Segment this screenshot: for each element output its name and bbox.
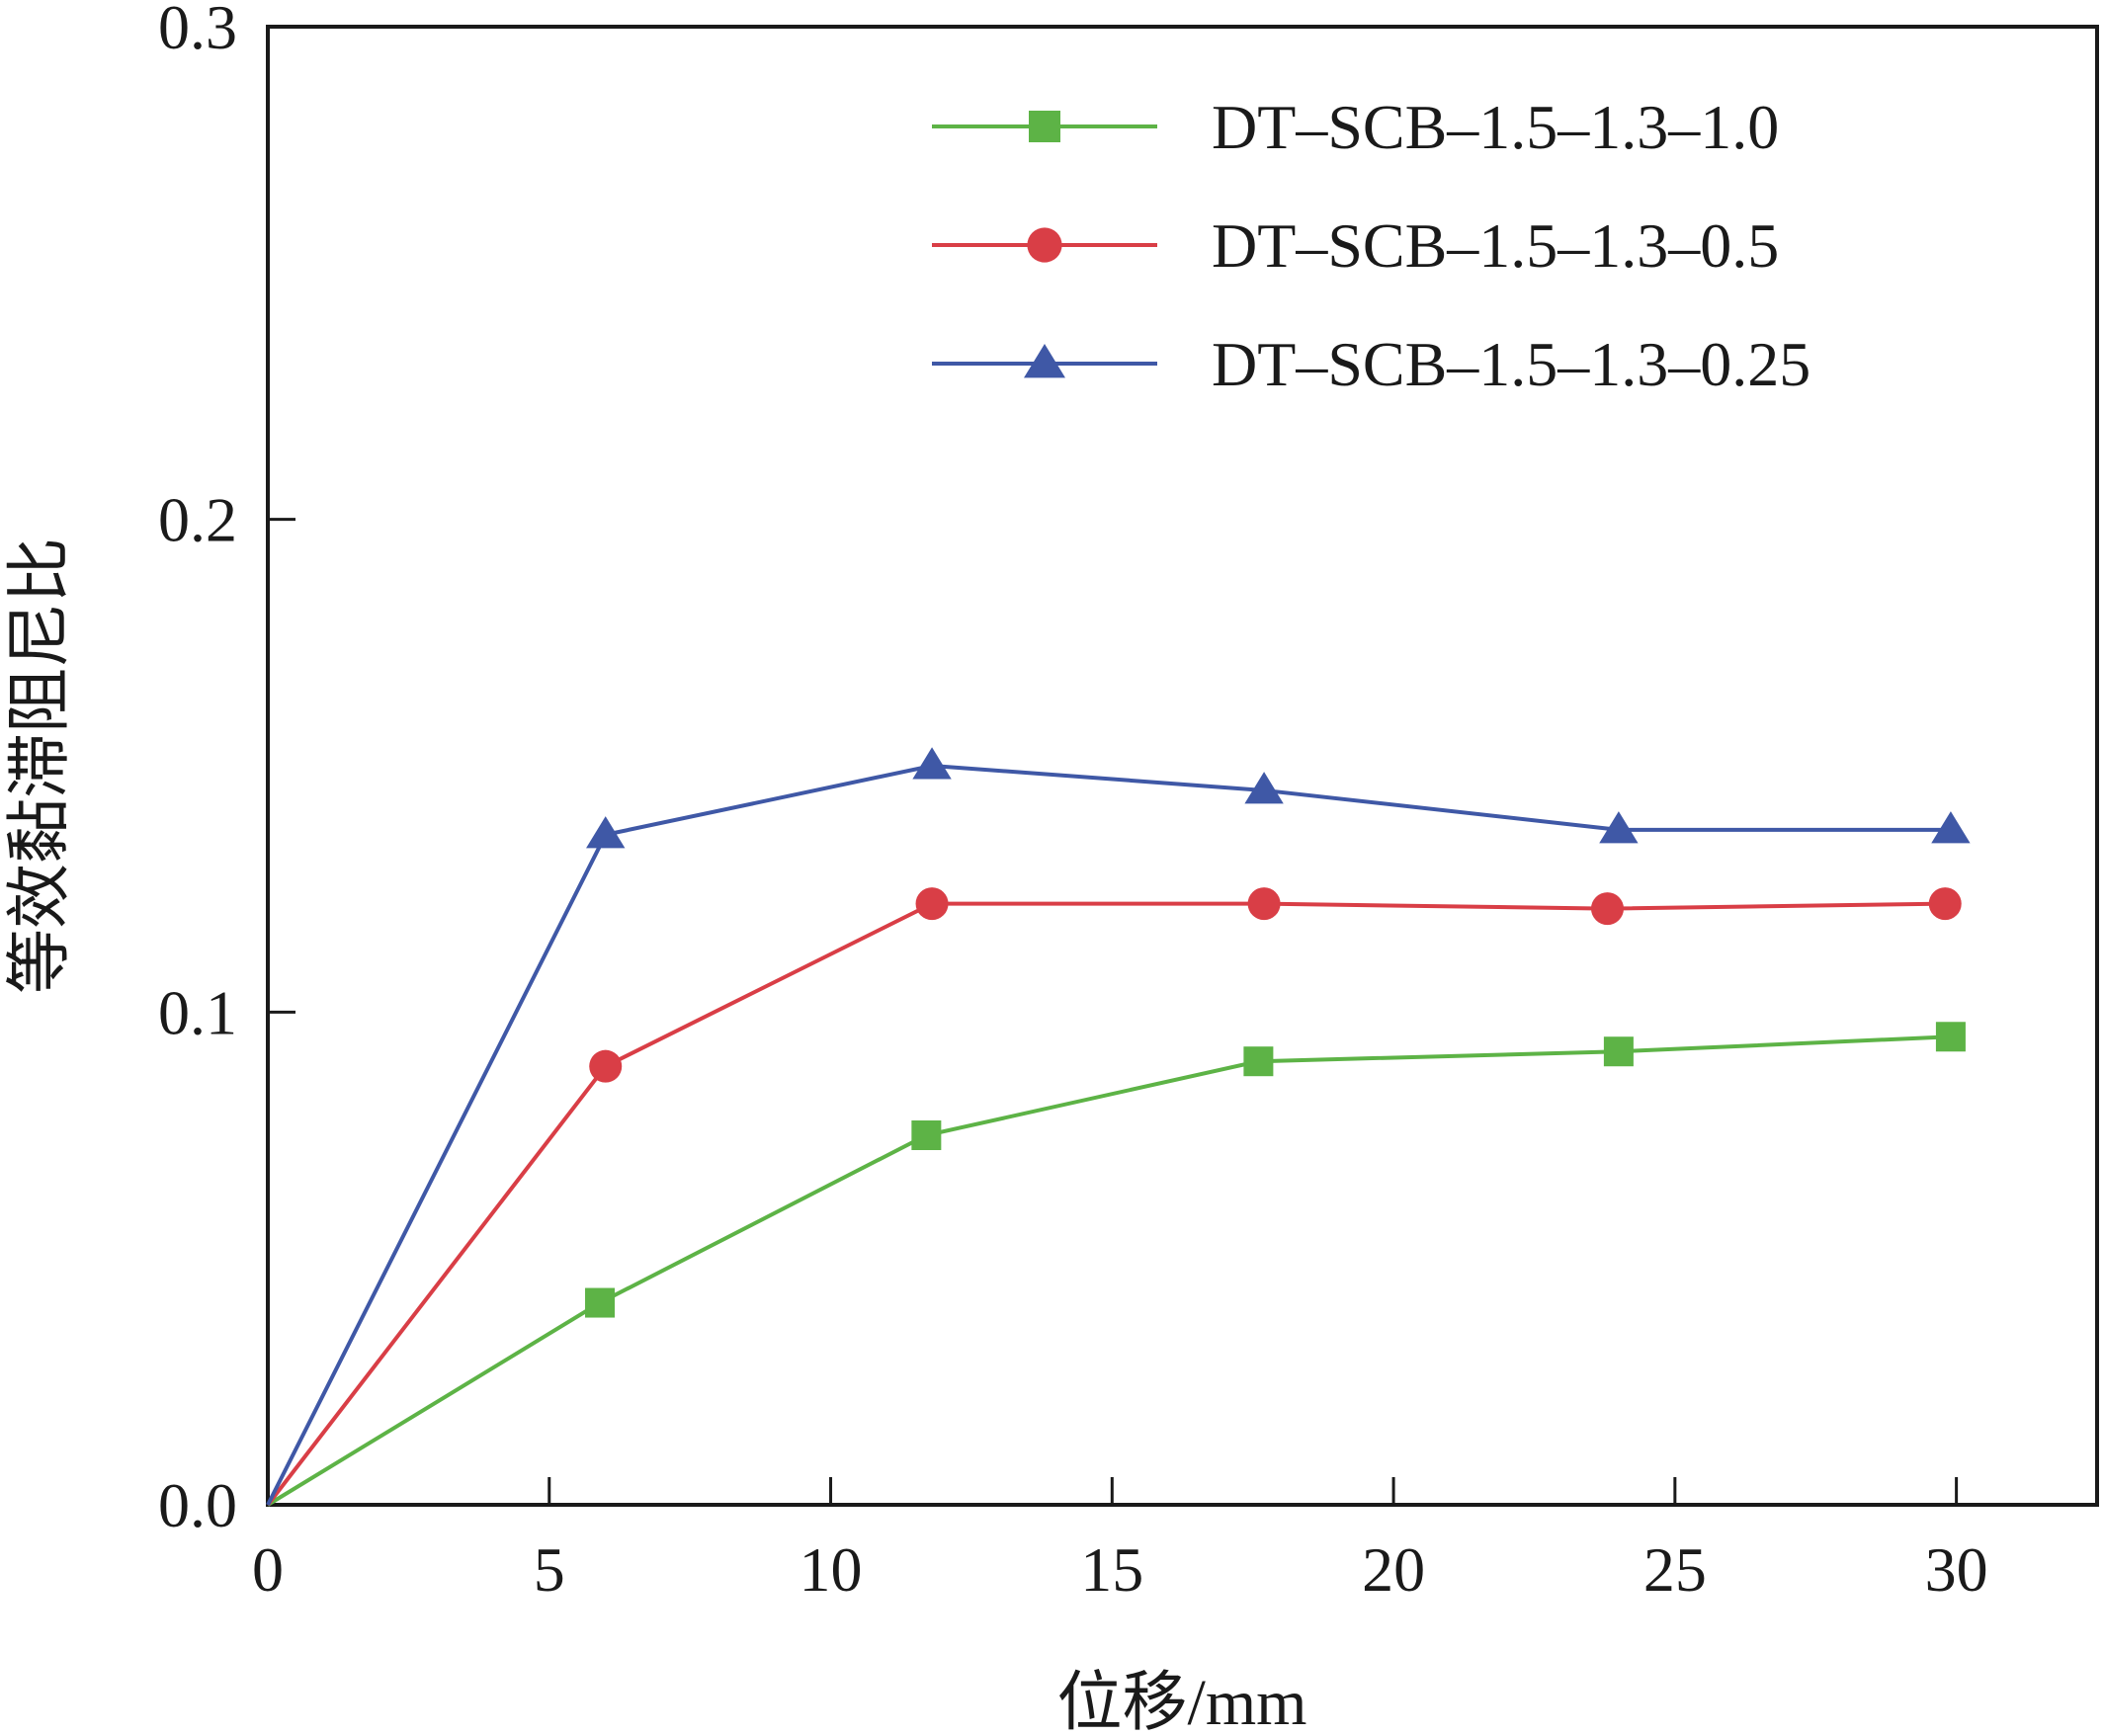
legend-label: DT–SCB–1.5–1.3–0.5 bbox=[1212, 210, 1779, 281]
x-axis-ticks: 0 5 10 15 20 25 30 bbox=[252, 1477, 1988, 1605]
x-tick-label: 15 bbox=[1080, 1534, 1143, 1605]
series-marker bbox=[915, 887, 949, 921]
legend-label: DT–SCB–1.5–1.3–0.25 bbox=[1212, 329, 1810, 399]
plot-frame bbox=[266, 25, 2099, 1507]
series-square bbox=[266, 1022, 1966, 1507]
series-marker bbox=[1247, 887, 1281, 921]
series-marker bbox=[1024, 344, 1065, 378]
series-marker bbox=[912, 747, 952, 780]
y-axis-ticks: 0.0 0.1 0.2 0.3 bbox=[158, 0, 295, 1540]
y-tick-label: 0.1 bbox=[158, 977, 237, 1047]
series-marker bbox=[1243, 1046, 1274, 1077]
series-line bbox=[266, 763, 1951, 1506]
series-marker bbox=[589, 1049, 623, 1083]
y-tick-label: 0.2 bbox=[158, 485, 237, 555]
series-triangle bbox=[266, 747, 1971, 1506]
series-marker bbox=[911, 1120, 942, 1150]
series-marker bbox=[1935, 1022, 1966, 1052]
series-marker bbox=[1928, 887, 1962, 921]
series-line bbox=[266, 1034, 1952, 1507]
x-tick-label: 25 bbox=[1643, 1534, 1707, 1605]
x-tick-label: 0 bbox=[252, 1534, 284, 1605]
series-marker bbox=[1027, 227, 1062, 263]
series-marker bbox=[1603, 1036, 1634, 1067]
series-marker bbox=[1029, 111, 1060, 142]
series-marker bbox=[1591, 892, 1625, 926]
series-marker bbox=[586, 816, 626, 849]
x-axis-label: 位移/mm bbox=[1056, 1667, 1306, 1736]
series-marker bbox=[1599, 811, 1639, 844]
legend-item: DT–SCB–1.5–1.3–0.5 bbox=[932, 210, 1779, 281]
y-tick-label: 0.0 bbox=[158, 1470, 237, 1540]
x-tick-label: 5 bbox=[534, 1534, 565, 1605]
x-tick-label: 30 bbox=[1925, 1534, 1988, 1605]
series-marker bbox=[585, 1287, 616, 1318]
legend-label: DT–SCB–1.5–1.3–1.0 bbox=[1212, 92, 1779, 162]
series-marker bbox=[1931, 811, 1971, 844]
legend: DT–SCB–1.5–1.3–1.0 DT–SCB–1.5–1.3–0.5 DT–S… bbox=[932, 92, 1810, 399]
y-tick-label: 0.3 bbox=[158, 0, 237, 62]
series-marker bbox=[1244, 772, 1284, 804]
x-tick-label: 20 bbox=[1362, 1534, 1425, 1605]
series-line bbox=[266, 901, 1946, 1507]
legend-item: DT–SCB–1.5–1.3–0.25 bbox=[932, 329, 1810, 399]
x-tick-label: 10 bbox=[800, 1534, 863, 1605]
series-circle bbox=[266, 887, 1962, 1507]
series-layer bbox=[266, 747, 1971, 1507]
legend-item: DT–SCB–1.5–1.3–1.0 bbox=[932, 92, 1779, 162]
y-axis-label: 等效黏滞阻尼比 bbox=[4, 537, 76, 994]
